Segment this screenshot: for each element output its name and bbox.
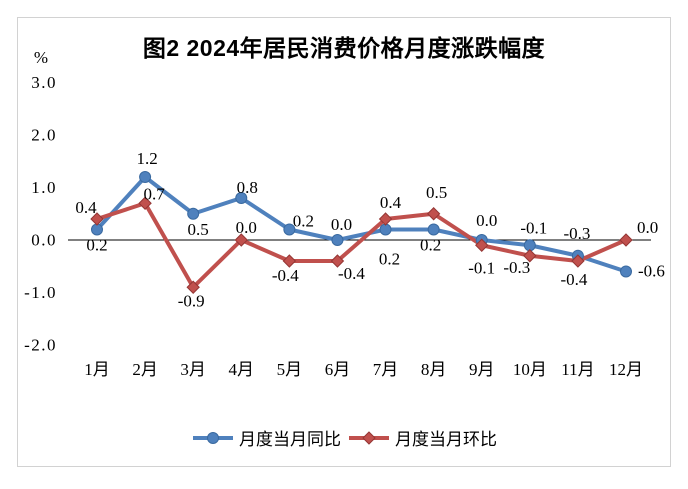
y-axis-tick-label: 3.0 (31, 73, 57, 92)
series-0-marker-circle (427, 223, 440, 236)
y-axis-tick-label: -2.0 (24, 336, 57, 355)
x-axis-label: 5月 (277, 360, 303, 379)
series-1-marker-diamond (234, 233, 248, 247)
series-0-data-label: -0.1 (520, 218, 547, 237)
chart-frame (17, 17, 671, 467)
series-0-marker-circle (235, 192, 248, 204)
series-0-data-label: -0.6 (638, 262, 665, 281)
legend-label-yoy: 月度当月同比 (239, 430, 341, 449)
series-0-data-label: 0.2 (379, 250, 400, 269)
x-axis-label: 1月 (84, 360, 110, 379)
series-1-marker-diamond (475, 238, 489, 252)
series-0-data-label: 0.0 (476, 211, 497, 230)
series-0-data-label: 0.2 (86, 236, 107, 255)
series-1-data-label: -0.4 (560, 270, 587, 289)
y-axis-tick-label: 0.0 (31, 231, 57, 250)
series-0-marker-circle (283, 223, 296, 236)
mom-line-diamond-swatch-icon (347, 430, 391, 445)
series-1-data-label: 0.0 (637, 218, 658, 237)
series-0-data-label: 0.0 (331, 215, 352, 234)
series-1-marker-diamond (378, 212, 393, 226)
series-1-data-label: 0.0 (236, 218, 257, 237)
series-0-data-label: 0.8 (237, 178, 258, 197)
series-0-data-label: -0.3 (563, 224, 590, 243)
x-axis-label: 7月 (373, 360, 399, 379)
x-axis-label: 6月 (325, 360, 351, 379)
series-1-data-label: -0.9 (178, 291, 205, 310)
series-1-data-label: -0.1 (468, 258, 495, 277)
legend-item-yoy: 月度当月同比 (191, 425, 341, 450)
series-0-data-label: 1.2 (136, 149, 157, 168)
series-1-data-label: -0.3 (503, 258, 530, 277)
series-1-data-label: 0.7 (143, 184, 165, 203)
series-1-data-label: 0.5 (426, 183, 447, 202)
y-axis-tick-label: -1.0 (24, 283, 57, 302)
series-1-marker-diamond (90, 212, 104, 226)
series-1-marker-diamond (523, 249, 537, 263)
series-1-marker-diamond (138, 196, 152, 210)
series-0-marker-circle (139, 171, 152, 183)
series-0-data-label: 0.5 (188, 220, 209, 239)
x-axis-label: 3月 (180, 360, 206, 379)
x-axis-label: 9月 (469, 360, 495, 379)
series-1-marker-diamond (426, 207, 441, 221)
y-axis-tick-label: 2.0 (31, 126, 57, 145)
y-axis-tick-label: 1.0 (31, 178, 57, 197)
series-1-marker-diamond (571, 254, 585, 268)
series-0-data-label: 0.2 (293, 212, 314, 231)
x-axis-label: 2月 (132, 360, 158, 379)
series-0-marker-circle (619, 265, 632, 278)
series-1-data-label: 0.4 (380, 193, 402, 212)
yoy-line-circle-swatch-icon (191, 431, 235, 445)
legend-item-mom: 月度当月环比 (347, 425, 497, 450)
y-axis-unit-label: % (34, 48, 48, 67)
series-0-data-label: 0.2 (420, 236, 441, 255)
series-1-line (95, 201, 628, 290)
chart-title: 图2 2024年居民消费价格月度涨跌幅度 (142, 35, 546, 61)
x-axis-label: 11月 (561, 360, 594, 379)
series-1-data-label: 0.4 (75, 198, 97, 217)
legend-label-mom: 月度当月环比 (395, 430, 497, 449)
series-1-data-label: -0.4 (272, 266, 299, 285)
series-0-marker-circle (331, 234, 344, 246)
series-1-data-label: -0.4 (338, 264, 365, 283)
series-0-line (95, 175, 628, 274)
series-0-marker-circle (187, 207, 200, 220)
series-1-marker-diamond (186, 280, 200, 294)
series-1-marker-diamond (330, 254, 345, 268)
series-1-marker-diamond (282, 254, 297, 268)
x-axis-label: 10月 (513, 360, 547, 379)
legend: 月度当月同比 月度当月环比 (0, 425, 688, 450)
x-axis-label: 12月 (609, 360, 643, 379)
x-axis-label: 4月 (229, 360, 255, 379)
x-axis-label: 8月 (421, 360, 447, 379)
series-1-marker-diamond (619, 233, 633, 247)
